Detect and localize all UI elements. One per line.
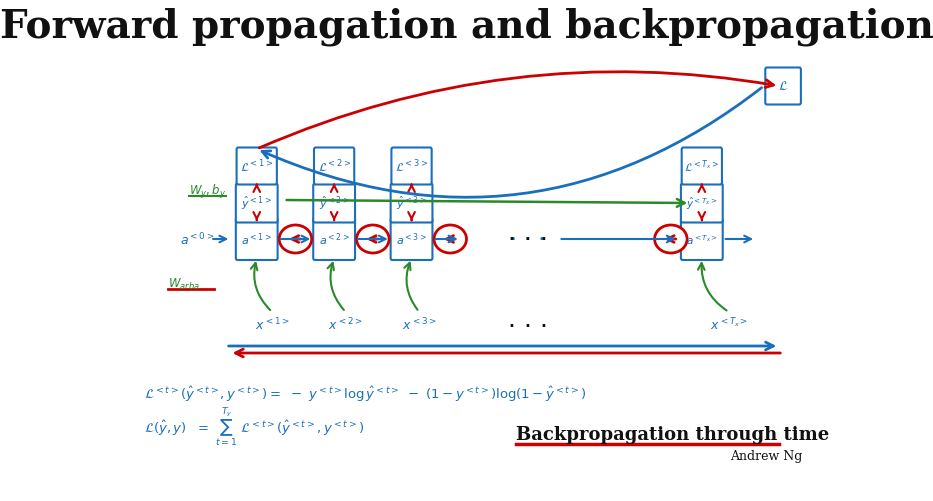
- Text: $a^{<T_x>}$: $a^{<T_x>}$: [686, 232, 717, 246]
- Text: · · ·: · · ·: [510, 229, 545, 249]
- Ellipse shape: [279, 225, 312, 254]
- FancyBboxPatch shape: [391, 184, 432, 223]
- Text: $a^{<3>}$: $a^{<3>}$: [396, 231, 427, 248]
- FancyBboxPatch shape: [682, 148, 722, 185]
- FancyBboxPatch shape: [236, 184, 278, 223]
- Text: $\hat{y}^{<T_x>}$: $\hat{y}^{<T_x>}$: [686, 195, 717, 212]
- Text: $\mathcal{L}$: $\mathcal{L}$: [778, 80, 788, 93]
- FancyBboxPatch shape: [765, 68, 801, 105]
- Text: $\hat{y}^{<3>}$: $\hat{y}^{<3>}$: [397, 194, 427, 212]
- Text: $\mathcal{L}(\hat{y}, y)\ \ =\ \sum_{t=1}^{T_y}\ \mathcal{L}^{<t>}(\hat{y}^{<t>}: $\mathcal{L}(\hat{y}, y)\ \ =\ \sum_{t=1…: [145, 405, 365, 447]
- Text: $\mathcal{L}^{<2>}$: $\mathcal{L}^{<2>}$: [317, 158, 351, 175]
- Text: $x^{<1>}$: $x^{<1>}$: [255, 316, 289, 333]
- Text: Andrew Ng: Andrew Ng: [730, 449, 802, 462]
- Text: $x^{<3>}$: $x^{<3>}$: [402, 316, 437, 333]
- FancyBboxPatch shape: [681, 218, 723, 261]
- FancyBboxPatch shape: [314, 148, 355, 185]
- FancyBboxPatch shape: [313, 184, 355, 223]
- FancyBboxPatch shape: [391, 218, 432, 261]
- Text: $x^{<2>}$: $x^{<2>}$: [328, 316, 363, 333]
- Text: $\mathcal{L}^{<t>}(\hat{y}^{<t>}, y^{<t>}) =\ -\ y^{<t>} \log \hat{y}^{<t>}\ -\ : $\mathcal{L}^{<t>}(\hat{y}^{<t>}, y^{<t>…: [145, 384, 587, 403]
- Ellipse shape: [655, 225, 687, 254]
- Text: $\mathcal{L}^{<T_x>}$: $\mathcal{L}^{<T_x>}$: [685, 158, 719, 175]
- Text: Backpropagation through time: Backpropagation through time: [516, 425, 829, 443]
- FancyBboxPatch shape: [681, 184, 723, 223]
- Text: $\hat{y}^{<2>}$: $\hat{y}^{<2>}$: [319, 194, 350, 212]
- Text: · · ·: · · ·: [508, 227, 548, 252]
- Text: $\mathcal{L}^{<3>}$: $\mathcal{L}^{<3>}$: [395, 158, 428, 175]
- Text: $a^{<0>}$: $a^{<0>}$: [180, 231, 215, 248]
- FancyBboxPatch shape: [313, 218, 355, 261]
- FancyBboxPatch shape: [392, 148, 432, 185]
- Text: $a^{<2>}$: $a^{<2>}$: [318, 231, 350, 248]
- FancyBboxPatch shape: [237, 148, 277, 185]
- Text: $a^{<1>}$: $a^{<1>}$: [242, 231, 272, 248]
- Text: Forward propagation and backpropagation: Forward propagation and backpropagation: [0, 8, 933, 46]
- Ellipse shape: [434, 225, 466, 254]
- Text: · · ·: · · ·: [508, 314, 548, 338]
- Text: $\mathcal{L}^{<1>}$: $\mathcal{L}^{<1>}$: [240, 158, 273, 175]
- Text: $\hat{y}^{<1>}$: $\hat{y}^{<1>}$: [242, 194, 272, 212]
- Text: $W_{arba}$: $W_{arba}$: [168, 276, 200, 291]
- Text: $W_y, b_y$: $W_y, b_y$: [188, 183, 226, 200]
- Text: $x^{<T_x>}$: $x^{<T_x>}$: [710, 316, 748, 333]
- Ellipse shape: [356, 225, 389, 254]
- FancyBboxPatch shape: [236, 218, 278, 261]
